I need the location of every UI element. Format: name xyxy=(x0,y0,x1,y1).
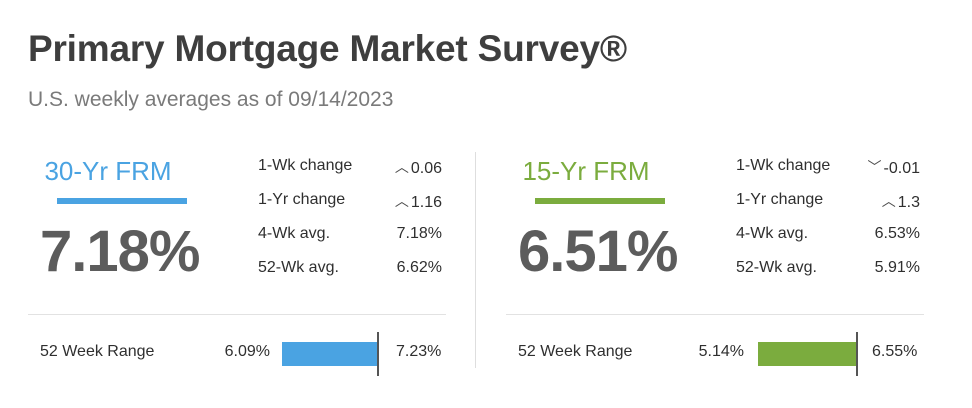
stat-number: 1.16 xyxy=(410,194,442,211)
stat-value: 5.91% xyxy=(874,259,920,276)
frm15-divider xyxy=(506,314,924,315)
frm15-product-label: 15-Yr FRM xyxy=(522,156,650,186)
frm15-stat-4wk: 4-Wk avg. 6.53% xyxy=(736,222,920,256)
stat-label: 1-Wk change xyxy=(258,157,353,174)
frm30-stat-52wk: 52-Wk avg. 6.62% xyxy=(258,256,442,290)
frm30-divider xyxy=(28,314,446,315)
frm30-product-underline xyxy=(57,198,187,204)
frm15-stat-1yr: 1-Yr change ︿ 1.3 xyxy=(736,188,920,222)
frm15-stat-52wk: 52-Wk avg. 5.91% xyxy=(736,256,920,290)
frm15-range-bar xyxy=(758,332,858,376)
stat-value: 6.53% xyxy=(874,225,920,242)
frm30-stats: 1-Wk change ︿ 0.06 1-Yr change ︿ 1.16 4-Wk… xyxy=(258,154,442,290)
stat-value: ︿ 1.16 xyxy=(395,191,442,212)
frm30-range-min: 6.09% xyxy=(224,343,270,360)
frm30-range-label: 52 Week Range xyxy=(40,343,155,360)
frm30-range-marker xyxy=(376,332,379,376)
frm30-stat-4wk: 4-Wk avg. 7.18% xyxy=(258,222,442,256)
chevron-up-icon: ︿ xyxy=(881,193,896,209)
frm15-range-label: 52 Week Range xyxy=(518,343,633,360)
stat-label: 1-Yr change xyxy=(258,191,346,208)
frm30-stat-1wk: 1-Wk change ︿ 0.06 xyxy=(258,154,442,188)
stat-value: 6.62% xyxy=(396,259,442,276)
frm15-panel: 15-Yr FRM 6.51% 1-Wk change ﹀ -0.01 1-Yr … xyxy=(506,140,926,380)
frm30-range-bar xyxy=(282,332,382,376)
stat-value: ︿ 1.3 xyxy=(882,191,920,212)
stat-number: -0.01 xyxy=(883,160,920,177)
stat-value: ﹀ -0.01 xyxy=(868,157,920,178)
frm15-product-underline xyxy=(535,198,665,204)
frm30-product-label: 30-Yr FRM xyxy=(44,156,172,186)
chevron-up-icon: ︿ xyxy=(394,159,409,175)
chevron-down-icon: ﹀ xyxy=(867,159,882,175)
frm30-panel: 30-Yr FRM 7.18% 1-Wk change ︿ 0.06 1-Yr c… xyxy=(28,140,448,380)
stat-label: 52-Wk avg. xyxy=(258,259,339,276)
stat-value: 7.18% xyxy=(396,225,442,242)
chevron-up-icon: ︿ xyxy=(394,193,409,209)
panel-divider xyxy=(475,152,476,368)
frm15-stat-1wk: 1-Wk change ﹀ -0.01 xyxy=(736,154,920,188)
frm30-rate: 7.18% xyxy=(40,219,200,284)
frm15-rate: 6.51% xyxy=(518,219,678,284)
stat-label: 52-Wk avg. xyxy=(736,259,817,276)
stat-label: 4-Wk avg. xyxy=(736,225,809,242)
page-title: Primary Mortgage Market Survey® xyxy=(28,28,627,69)
frm15-range-min: 5.14% xyxy=(698,343,744,360)
stat-label: 4-Wk avg. xyxy=(258,225,331,242)
frm15-stats: 1-Wk change ﹀ -0.01 1-Yr change ︿ 1.3 4-Wk… xyxy=(736,154,920,290)
frm15-range-max: 6.55% xyxy=(872,343,918,360)
stat-number: 0.06 xyxy=(410,160,442,177)
frm30-stat-1yr: 1-Yr change ︿ 1.16 xyxy=(258,188,442,222)
frm15-range-marker xyxy=(855,332,858,376)
page-subtitle: U.S. weekly averages as of 09/14/2023 xyxy=(28,88,394,111)
frm15-range-fill xyxy=(758,342,857,366)
stat-label: 1-Wk change xyxy=(736,157,831,174)
frm30-range-max: 7.23% xyxy=(396,343,442,360)
stat-value: ︿ 0.06 xyxy=(395,157,442,178)
stat-label: 1-Yr change xyxy=(736,191,824,208)
frm30-range-fill xyxy=(282,342,378,366)
stat-number: 1.3 xyxy=(897,194,920,211)
